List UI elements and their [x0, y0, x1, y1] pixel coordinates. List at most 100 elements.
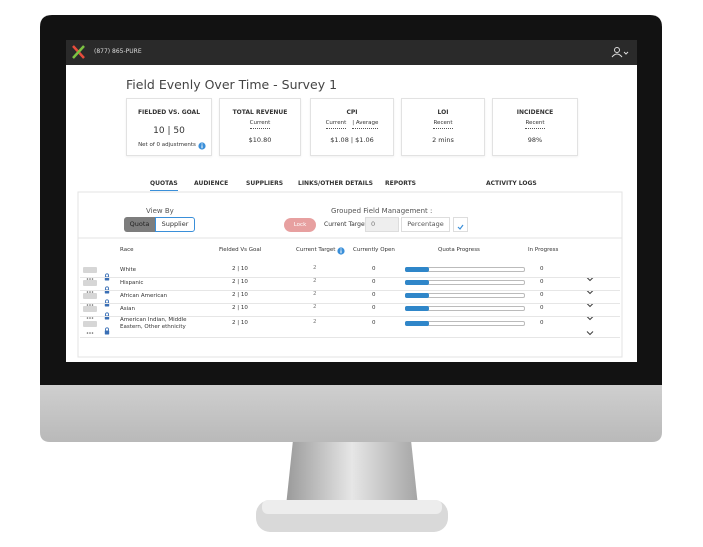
- row-name: Asian: [120, 306, 136, 312]
- lock-icon[interactable]: [104, 279, 110, 294]
- logo: [72, 45, 85, 59]
- open: 0: [372, 279, 376, 285]
- progress-fill: [405, 321, 429, 326]
- group-label: Grouped Field Management :: [331, 207, 433, 215]
- fielded: 2 | 10: [232, 266, 248, 272]
- fielded: 2 | 10: [232, 279, 248, 285]
- row-separator: [80, 290, 620, 291]
- stat-card: [219, 98, 301, 156]
- expand-chevron[interactable]: [586, 293, 594, 308]
- dots-icon: [86, 332, 94, 334]
- target: 2: [313, 304, 317, 310]
- open: 0: [372, 292, 376, 298]
- card-title: LOI: [437, 109, 449, 116]
- target: 2: [313, 291, 317, 297]
- expand-chevron[interactable]: [586, 321, 594, 336]
- column-header: Currently Open: [353, 247, 395, 253]
- chevron-icon: [586, 303, 594, 308]
- check-icon: [457, 224, 464, 230]
- card-note: Net of 0 adjustments: [138, 142, 196, 148]
- card-labels: Recent: [401, 120, 485, 129]
- card-title: FIELDED VS. GOAL: [137, 109, 201, 116]
- chevron-icon: [586, 316, 594, 321]
- lock-icon[interactable]: [104, 292, 110, 307]
- tab[interactable]: QUOTAS: [150, 181, 178, 191]
- row-name: American Indian, Middle Eastern, Other e…: [120, 317, 187, 331]
- card-title: CPI: [346, 109, 358, 116]
- row-menu[interactable]: [83, 280, 97, 293]
- column-header: Race: [120, 247, 134, 253]
- card-label: Recent: [433, 120, 453, 129]
- lock-icon[interactable]: [104, 266, 110, 281]
- row-separator: [80, 277, 620, 278]
- target: 2: [313, 278, 317, 284]
- row-menu[interactable]: [83, 293, 97, 306]
- card-label: Current: [249, 120, 271, 129]
- lock-icon[interactable]: [104, 320, 110, 335]
- card-value: 2 mins: [432, 136, 454, 144]
- column-header: In Progress: [528, 247, 559, 253]
- progress-fill: [405, 293, 429, 298]
- tab[interactable]: AUDIENCE: [194, 180, 229, 187]
- row-separator: [80, 303, 620, 304]
- expand-chevron[interactable]: [586, 280, 594, 295]
- tab[interactable]: REPORTS: [385, 180, 416, 187]
- card-value: 10 | 50: [153, 126, 185, 136]
- target-input[interactable]: 0: [365, 217, 399, 232]
- mode-select[interactable]: Percentage: [401, 217, 450, 232]
- card-labels: Recent: [492, 120, 578, 129]
- toggle-option[interactable]: Supplier: [155, 217, 195, 232]
- chevron-icon: [586, 277, 594, 282]
- card-labels: Current: [219, 120, 301, 129]
- open: 0: [372, 305, 376, 311]
- card-label: | Average: [352, 120, 379, 129]
- row-name: Hispanic: [120, 280, 144, 286]
- row-name: White: [120, 267, 136, 273]
- row-separator: [80, 316, 620, 317]
- card-value: 98%: [527, 136, 543, 144]
- column-header: Fielded Vs Goal: [219, 247, 262, 253]
- row-separator: [80, 337, 620, 338]
- lock-glyph: [104, 327, 110, 335]
- stat-card: [310, 98, 394, 156]
- fielded: 2 | 10: [232, 305, 248, 311]
- row-menu[interactable]: [83, 306, 97, 319]
- card-labels: Current | Average: [310, 120, 394, 129]
- dots-icon: [86, 278, 94, 280]
- target: 2: [313, 319, 317, 325]
- info-icon[interactable]: [198, 142, 206, 150]
- check-button[interactable]: [453, 217, 468, 232]
- expand-chevron[interactable]: [586, 267, 594, 282]
- phone: (877) 865-PURE: [94, 48, 142, 55]
- dots-icon: [86, 291, 94, 293]
- row-name: African American: [120, 293, 168, 299]
- progress-fill: [405, 306, 429, 311]
- card-title: INCIDENCE: [516, 109, 554, 116]
- open: 0: [372, 266, 376, 272]
- column-header: Current Target: [296, 247, 336, 253]
- in-progress: 0: [540, 305, 544, 311]
- row-menu[interactable]: [83, 267, 97, 280]
- stat-card: [401, 98, 485, 156]
- toggle-option[interactable]: Quota: [124, 217, 155, 232]
- row-menu[interactable]: [83, 321, 97, 334]
- tab[interactable]: SUPPLIERS: [246, 180, 284, 187]
- lock-button[interactable]: Lock: [284, 218, 316, 232]
- user-menu[interactable]: [611, 47, 629, 58]
- tab[interactable]: LINKS/OTHER DETAILS: [298, 180, 373, 187]
- in-progress: 0: [540, 292, 544, 298]
- card-value: $10.80: [248, 136, 272, 144]
- tab[interactable]: ACTIVITY LOGS: [486, 180, 537, 187]
- progress-fill: [405, 267, 429, 272]
- lock-icon[interactable]: [104, 305, 110, 320]
- target-label: Current Target: [324, 221, 368, 228]
- in-progress: 0: [540, 320, 544, 326]
- view-by-label: View By: [146, 207, 174, 215]
- fielded: 2 | 10: [232, 292, 248, 298]
- expand-chevron[interactable]: [586, 306, 594, 321]
- info-icon[interactable]: [337, 247, 345, 255]
- column-header: Quota Progress: [438, 247, 480, 253]
- dots-icon: [86, 317, 94, 319]
- stat-card: [126, 98, 212, 156]
